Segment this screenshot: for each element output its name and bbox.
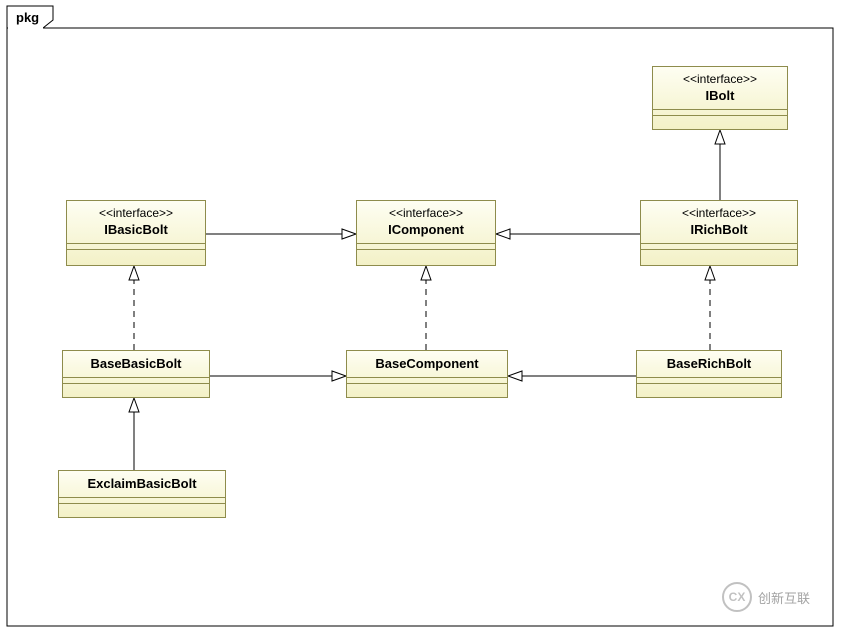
arrowhead-icon bbox=[129, 266, 139, 280]
watermark-icon: CX bbox=[722, 582, 752, 612]
arrowhead-icon bbox=[342, 229, 356, 239]
operations-compartment bbox=[59, 504, 225, 510]
class-name-label: IBasicBolt bbox=[75, 221, 197, 239]
diagram-canvas: pkg <<interface>>IBolt<<interface>>IBasi… bbox=[0, 0, 841, 634]
uml-node-basebasicbolt: BaseBasicBolt bbox=[62, 350, 210, 398]
operations-compartment bbox=[67, 250, 205, 256]
arrowhead-icon bbox=[715, 130, 725, 144]
uml-node-basecomponent: BaseComponent bbox=[346, 350, 508, 398]
uml-node-exclaimbasicbolt: ExclaimBasicBolt bbox=[58, 470, 226, 518]
uml-node-ibolt: <<interface>>IBolt bbox=[652, 66, 788, 130]
stereotype-label: <<interface>> bbox=[661, 71, 779, 87]
arrowhead-icon bbox=[421, 266, 431, 280]
operations-compartment bbox=[357, 250, 495, 256]
class-name-label: IRichBolt bbox=[649, 221, 789, 239]
arrowhead-icon bbox=[332, 371, 346, 381]
operations-compartment bbox=[641, 250, 797, 256]
watermark: CX 创新互联 bbox=[722, 582, 810, 612]
class-name-label: BaseBasicBolt bbox=[71, 355, 201, 373]
arrowhead-icon bbox=[508, 371, 522, 381]
class-name-label: BaseRichBolt bbox=[645, 355, 773, 373]
class-name-label: IBolt bbox=[661, 87, 779, 105]
uml-node-icomponent: <<interface>>IComponent bbox=[356, 200, 496, 266]
stereotype-label: <<interface>> bbox=[365, 205, 487, 221]
arrowhead-icon bbox=[705, 266, 715, 280]
class-name-label: BaseComponent bbox=[355, 355, 499, 373]
watermark-text: 创新互联 bbox=[758, 588, 810, 607]
operations-compartment bbox=[653, 116, 787, 122]
stereotype-label: <<interface>> bbox=[649, 205, 789, 221]
arrowhead-icon bbox=[496, 229, 510, 239]
uml-node-baserichbolt: BaseRichBolt bbox=[636, 350, 782, 398]
stereotype-label: <<interface>> bbox=[75, 205, 197, 221]
operations-compartment bbox=[63, 384, 209, 390]
operations-compartment bbox=[637, 384, 781, 390]
arrowhead-icon bbox=[129, 398, 139, 412]
uml-node-ibasicbolt: <<interface>>IBasicBolt bbox=[66, 200, 206, 266]
package-label: pkg bbox=[16, 10, 39, 25]
operations-compartment bbox=[347, 384, 507, 390]
class-name-label: ExclaimBasicBolt bbox=[67, 475, 217, 493]
class-name-label: IComponent bbox=[365, 221, 487, 239]
uml-node-irichbolt: <<interface>>IRichBolt bbox=[640, 200, 798, 266]
